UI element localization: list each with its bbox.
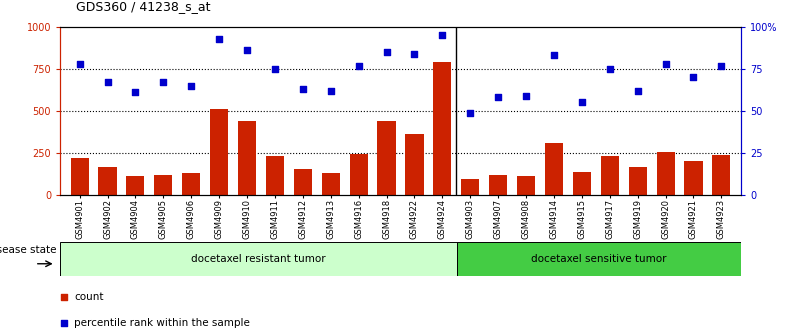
Bar xyxy=(573,172,591,195)
Bar xyxy=(238,121,256,195)
Point xyxy=(58,321,70,326)
Bar xyxy=(377,121,396,195)
Point xyxy=(603,66,616,72)
Bar xyxy=(70,158,89,195)
Bar xyxy=(461,179,479,195)
Bar xyxy=(601,156,619,195)
Point xyxy=(213,36,226,41)
Point xyxy=(631,88,644,93)
Bar xyxy=(210,109,228,195)
Point xyxy=(268,66,281,72)
Point xyxy=(296,86,309,92)
Text: percentile rank within the sample: percentile rank within the sample xyxy=(74,318,250,328)
Bar xyxy=(60,242,457,276)
Text: count: count xyxy=(74,292,103,302)
Point xyxy=(324,88,337,93)
Bar xyxy=(629,167,646,195)
Bar xyxy=(127,176,144,195)
Text: docetaxel resistant tumor: docetaxel resistant tumor xyxy=(191,254,326,264)
Text: GDS360 / 41238_s_at: GDS360 / 41238_s_at xyxy=(76,0,211,13)
Bar xyxy=(433,62,452,195)
Bar xyxy=(405,134,424,195)
Point xyxy=(548,53,561,58)
Point xyxy=(129,90,142,95)
Point xyxy=(185,83,198,88)
Bar xyxy=(657,152,674,195)
Point xyxy=(715,63,728,68)
Point xyxy=(436,33,449,38)
Point xyxy=(240,48,253,53)
Point xyxy=(380,49,393,55)
Point xyxy=(520,93,533,98)
Point xyxy=(352,63,365,68)
Text: docetaxel sensitive tumor: docetaxel sensitive tumor xyxy=(531,254,666,264)
Bar xyxy=(99,167,117,195)
Point xyxy=(575,100,588,105)
Point xyxy=(464,110,477,115)
Bar xyxy=(489,175,507,195)
Bar xyxy=(457,242,741,276)
Point xyxy=(58,295,70,300)
Bar xyxy=(349,154,368,195)
Bar xyxy=(294,169,312,195)
Point xyxy=(492,95,505,100)
Point xyxy=(101,80,114,85)
Point xyxy=(408,51,421,56)
Point xyxy=(659,61,672,67)
Point xyxy=(157,80,170,85)
Bar xyxy=(712,155,731,195)
Bar xyxy=(322,173,340,195)
Bar xyxy=(155,175,172,195)
Point xyxy=(73,61,86,67)
Bar xyxy=(266,156,284,195)
Bar xyxy=(684,161,702,195)
Bar xyxy=(517,175,535,195)
Bar xyxy=(545,143,563,195)
Bar xyxy=(182,173,200,195)
Point xyxy=(687,75,700,80)
Text: disease state: disease state xyxy=(0,245,56,255)
